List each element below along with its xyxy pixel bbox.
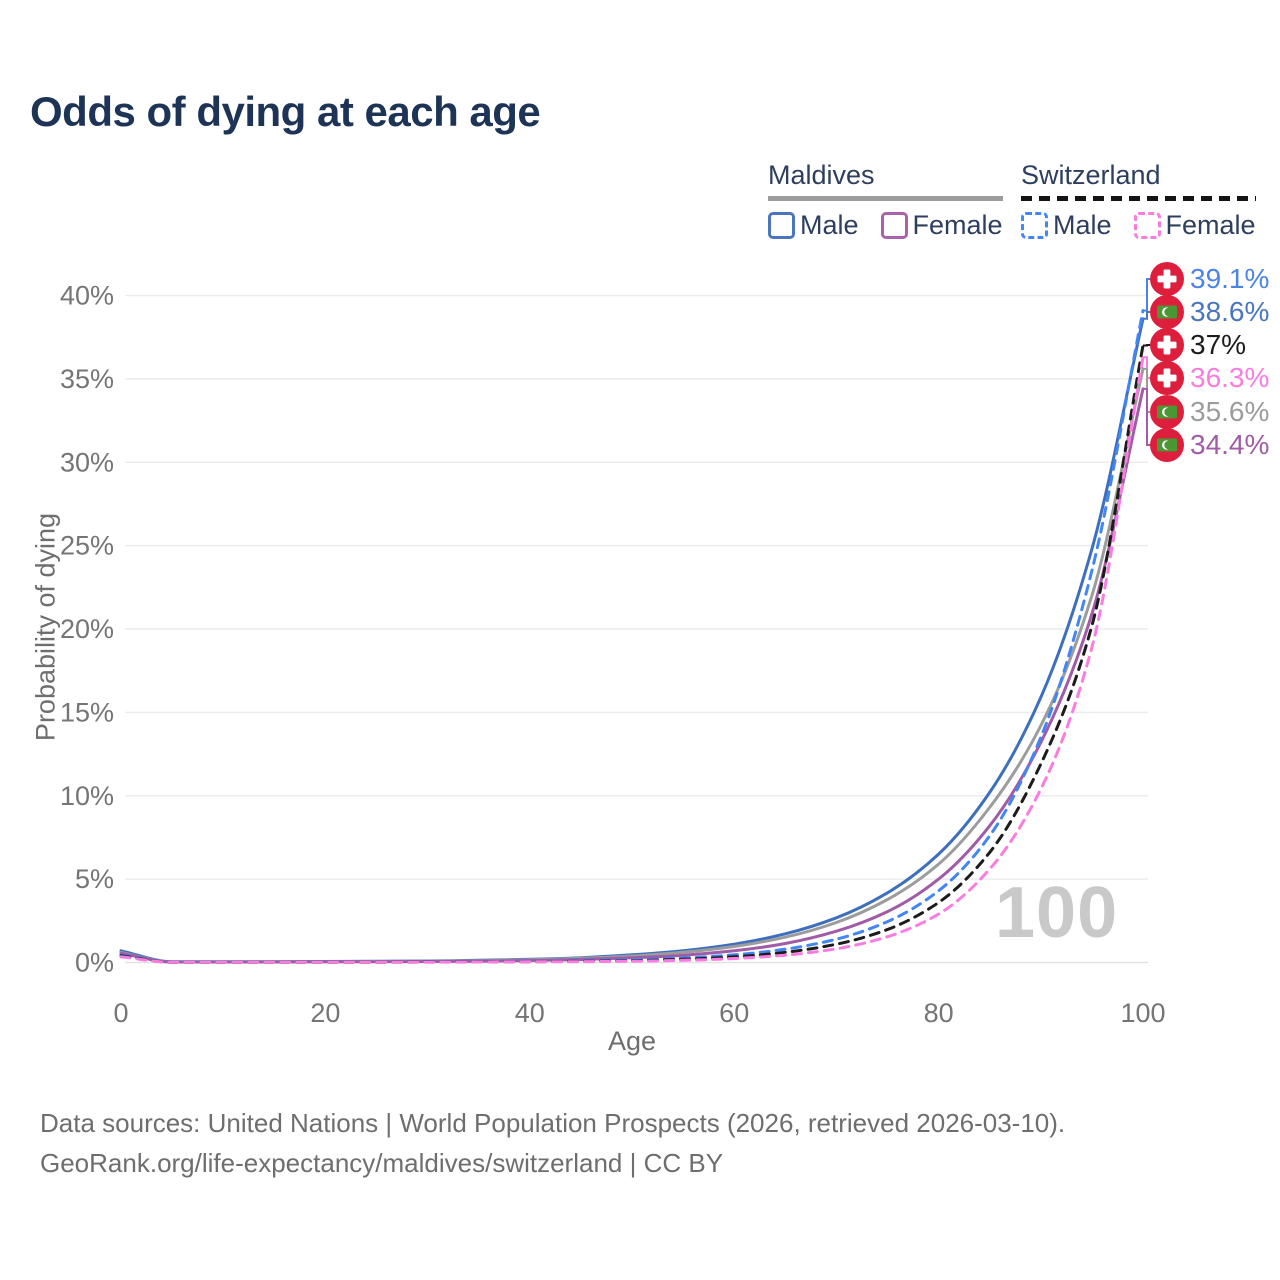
legend-country-maldives: Maldives (768, 160, 875, 190)
y-tick-label: 40% (60, 281, 114, 311)
legend-group-maldives: Maldives Male Female (768, 160, 1003, 241)
x-tick-label: 80 (924, 998, 954, 1028)
end-label-value: 35.6% (1190, 396, 1270, 427)
label-leader-line (1143, 387, 1151, 446)
switzerland-flag-icon (1150, 328, 1184, 362)
legend-item-maldives-male[interactable]: Male (768, 210, 859, 241)
end-label-value: 36.3% (1190, 362, 1270, 393)
checkbox-maldives-female[interactable] (880, 212, 908, 239)
legend-item-label: Female (1165, 210, 1256, 240)
y-axis-title: Probability of dying (30, 512, 61, 742)
age-watermark: 100 (995, 873, 1119, 953)
label-leader-line (1143, 344, 1151, 347)
legend-group-switzerland: Switzerland Male Female (1021, 160, 1256, 241)
maldives-flag-icon (1150, 295, 1184, 329)
y-tick-label: 5% (75, 864, 114, 894)
end-label-value: 38.6% (1190, 296, 1270, 327)
series-line-switzerland-male (119, 309, 1145, 964)
label-leader-line (1143, 356, 1151, 379)
end-label-value: 34.4% (1190, 429, 1270, 460)
data-sources-text: Data sources: United Nations | World Pop… (40, 1108, 1066, 1138)
legend-item-label: Male (1053, 210, 1112, 240)
legend-country-switzerland: Switzerland (1021, 160, 1161, 190)
x-tick-label: 100 (1120, 998, 1165, 1028)
legend-item-switzerland-female[interactable]: Female (1133, 210, 1256, 241)
y-tick-label: 15% (60, 697, 114, 727)
attribution-text: GeoRank.org/life-expectancy/maldives/swi… (40, 1148, 724, 1178)
maldives-flag-icon (1150, 428, 1184, 462)
legend-item-label: Female (912, 210, 1003, 240)
legend-item-maldives-female[interactable]: Female (880, 210, 1003, 241)
end-label-value: 39.1% (1190, 263, 1270, 294)
x-tick-label: 40 (515, 998, 545, 1028)
legend-item-switzerland-male[interactable]: Male (1021, 210, 1112, 241)
series-line-maldives-male (119, 317, 1145, 964)
y-tick-label: 10% (60, 781, 114, 811)
end-label-row: 35.6% (1150, 395, 1269, 429)
end-label-row: 38.6% (1150, 295, 1269, 329)
dashed-line-swatch (1021, 196, 1256, 201)
end-label-row: 36.3% (1150, 361, 1269, 395)
x-tick-label: 0 (113, 998, 128, 1028)
series-line-maldives-female (119, 387, 1145, 964)
x-axis-title: Age (607, 1026, 657, 1056)
x-tick-label: 60 (719, 998, 749, 1028)
y-tick-label: 30% (60, 447, 114, 477)
series-line-maldives-all (119, 367, 1145, 964)
end-label-value: 37% (1190, 329, 1247, 360)
legend-item-label: Male (800, 210, 859, 240)
y-tick-label: 0% (75, 948, 114, 978)
series-line-switzerland-female (119, 355, 1145, 964)
x-tick-label: 20 (310, 998, 340, 1028)
page-title: Odds of dying at each age (30, 88, 541, 135)
solid-line-swatch (768, 196, 1003, 201)
label-leader-line (1143, 311, 1151, 320)
checkbox-switzerland-female[interactable] (1133, 212, 1161, 239)
switzerland-flag-icon (1150, 361, 1184, 395)
y-tick-label: 35% (60, 364, 114, 394)
end-label-row: 34.4% (1150, 428, 1269, 462)
label-leader-line (1143, 278, 1151, 312)
end-label-row: 39.1% (1150, 262, 1269, 296)
switzerland-flag-icon (1150, 262, 1184, 296)
checkbox-switzerland-male[interactable] (1021, 212, 1048, 239)
maldives-flag-icon (1150, 395, 1184, 429)
end-label-row: 37% (1150, 328, 1246, 362)
series-line-switzerland-all (119, 344, 1145, 964)
y-tick-label: 25% (60, 531, 114, 561)
y-tick-label: 20% (60, 614, 114, 644)
checkbox-maldives-male[interactable] (768, 212, 795, 239)
